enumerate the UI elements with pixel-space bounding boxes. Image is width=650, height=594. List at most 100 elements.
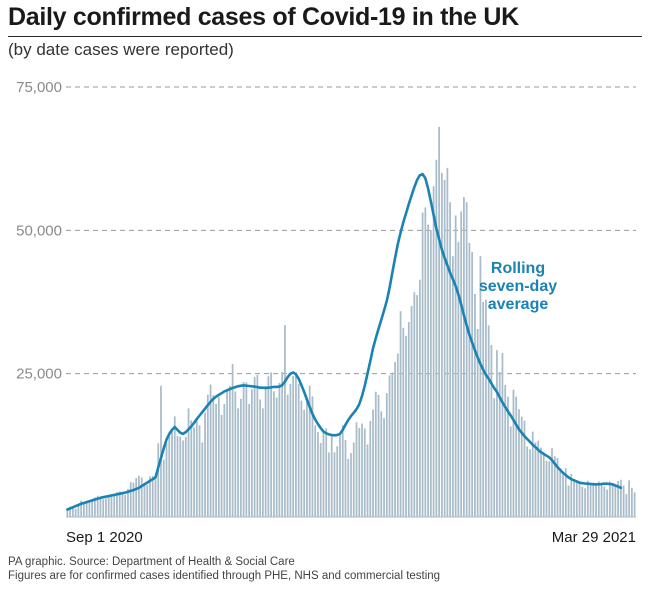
daily-bar — [146, 484, 149, 517]
daily-bar — [91, 500, 94, 517]
daily-bar — [628, 480, 630, 517]
daily-bar — [138, 475, 140, 517]
daily-bar — [449, 202, 452, 518]
daily-bar — [204, 412, 206, 517]
source-note: PA graphic. Source: Department of Health… — [8, 555, 440, 583]
daily-bar — [187, 408, 190, 517]
daily-bar — [600, 484, 603, 517]
y-axis-labels: 25,000 50,000 75,000 — [16, 79, 62, 383]
daily-bar — [520, 416, 523, 517]
daily-bar — [490, 345, 493, 517]
daily-bar — [391, 372, 394, 517]
daily-bar — [418, 279, 421, 517]
daily-bar — [165, 443, 168, 517]
daily-bar — [476, 328, 479, 517]
chart-subtitle: (by date cases were reported) — [8, 40, 234, 59]
daily-bar — [292, 375, 295, 517]
daily-bar — [358, 428, 361, 517]
daily-bar — [317, 432, 319, 517]
x-tick-label-end: Mar 29 2021 — [552, 529, 636, 546]
daily-bar — [306, 399, 308, 517]
daily-bar — [363, 428, 366, 517]
daily-bar — [350, 453, 352, 517]
daily-bar — [468, 242, 471, 518]
daily-bar — [608, 481, 611, 517]
daily-bar — [314, 425, 317, 517]
daily-bar — [116, 492, 118, 517]
daily-bar — [578, 482, 581, 517]
daily-bar — [452, 256, 454, 517]
daily-bar — [190, 420, 193, 517]
daily-bar — [212, 395, 215, 517]
annotation-line: average — [488, 296, 549, 313]
daily-bar — [184, 437, 187, 517]
daily-bar — [303, 409, 306, 517]
y-tick-label: 75,000 — [16, 79, 62, 96]
daily-bar — [394, 361, 396, 517]
daily-bar — [619, 479, 622, 517]
daily-bar — [622, 485, 625, 517]
daily-bar — [523, 420, 526, 517]
daily-bar — [465, 202, 468, 518]
daily-bar — [160, 385, 162, 517]
daily-bar — [77, 504, 80, 517]
daily-bar — [573, 479, 575, 517]
annotation-line: Rolling — [491, 260, 545, 277]
daily-bar — [173, 416, 176, 517]
daily-bar — [556, 457, 559, 517]
daily-bar — [606, 489, 608, 517]
daily-bar — [603, 486, 606, 517]
daily-bar — [344, 440, 347, 517]
daily-bar — [328, 452, 330, 517]
daily-bar — [239, 398, 242, 517]
daily-bar — [440, 173, 443, 517]
daily-bar — [498, 371, 501, 517]
daily-bar — [107, 494, 110, 517]
daily-bar — [102, 499, 105, 517]
daily-bar — [562, 474, 564, 517]
daily-bar — [267, 376, 270, 517]
daily-bar — [407, 322, 410, 517]
daily-bar — [66, 509, 69, 517]
daily-bar — [198, 425, 201, 517]
x-tick-label-start: Sep 1 2020 — [66, 529, 143, 546]
daily-bar — [215, 403, 217, 517]
daily-bar — [281, 371, 284, 517]
daily-bar — [347, 459, 350, 517]
daily-bar — [286, 394, 289, 517]
daily-bar — [537, 440, 540, 517]
daily-bar — [366, 444, 369, 517]
daily-bar — [217, 397, 220, 517]
daily-bar — [322, 431, 325, 517]
daily-bar — [531, 431, 534, 517]
daily-bar — [625, 494, 628, 517]
daily-bar — [135, 478, 138, 517]
daily-bar — [369, 420, 372, 517]
daily-bar — [319, 443, 322, 517]
daily-bar — [534, 442, 537, 517]
daily-bar — [479, 256, 482, 517]
daily-bar — [253, 376, 256, 517]
daily-bar — [226, 391, 228, 517]
daily-bar — [361, 423, 363, 517]
daily-bar — [270, 372, 273, 517]
daily-bar — [110, 494, 113, 517]
daily-bar — [237, 408, 239, 517]
daily-bar — [482, 302, 485, 517]
daily-bar — [509, 426, 512, 517]
daily-bar — [259, 399, 262, 517]
daily-bar — [575, 480, 578, 517]
daily-bar — [581, 486, 584, 517]
daily-bar — [273, 391, 275, 517]
daily-bar — [339, 435, 341, 517]
daily-bar — [325, 428, 328, 517]
daily-bar — [182, 440, 184, 517]
daily-bar — [275, 397, 278, 517]
daily-bar — [553, 456, 556, 517]
daily-bar — [94, 497, 96, 517]
daily-bar — [383, 418, 385, 517]
daily-bar — [630, 487, 633, 517]
daily-bar — [336, 446, 339, 517]
annotation-line: seven-day — [479, 278, 557, 295]
